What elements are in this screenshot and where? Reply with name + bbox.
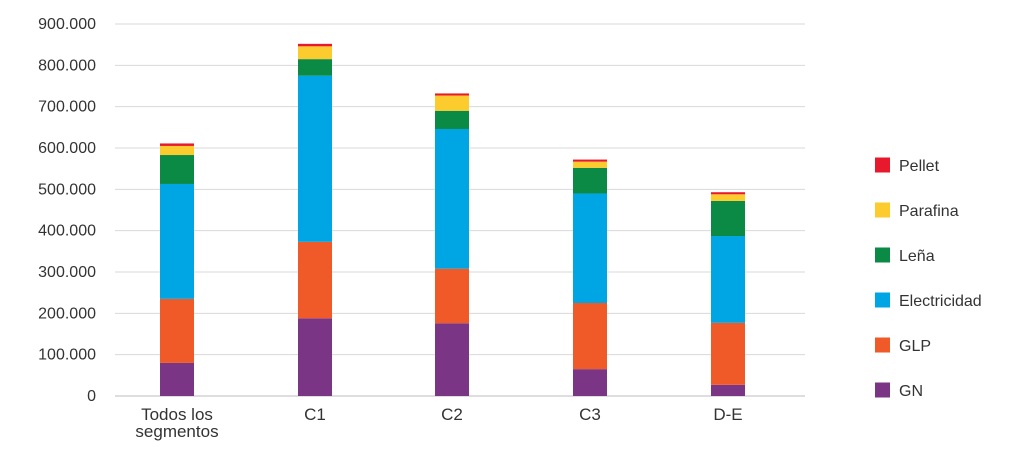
legend-swatch <box>875 382 890 398</box>
y-tick-label: 800.000 <box>38 57 96 74</box>
y-tick-label: 200.000 <box>38 305 96 322</box>
bar-segment-parafina <box>298 46 332 60</box>
x-tick-label: Todos los segmentos <box>135 405 218 441</box>
y-tick-label: 100.000 <box>38 347 96 364</box>
legend-swatch <box>875 202 890 218</box>
bar-segment-glp <box>711 322 745 385</box>
bar-segment-le-a <box>711 200 745 237</box>
bar-segment-glp <box>160 298 194 363</box>
y-tick-label: 0 <box>87 388 96 405</box>
legend-swatch <box>875 247 890 263</box>
y-tick-label: 300.000 <box>38 264 96 281</box>
bar-segment-pellet <box>711 192 745 195</box>
bar-segment-pellet <box>573 159 607 162</box>
bar-segment-gn <box>573 369 607 396</box>
bar-segment-le-a <box>298 59 332 76</box>
legend-swatch <box>875 337 890 353</box>
bar-segment-le-a <box>573 167 607 194</box>
x-tick-label: C2 <box>441 405 463 424</box>
bar-segment-gn <box>298 318 332 396</box>
bar-segment-parafina <box>573 161 607 168</box>
bar-segment-pellet <box>298 43 332 47</box>
x-tick-label-line: Todos los <box>141 405 213 424</box>
bar-segment-glp <box>573 303 607 370</box>
bar-segment-le-a <box>435 110 469 129</box>
y-tick-label: 600.000 <box>38 140 96 157</box>
bar-segment-gn <box>435 323 469 396</box>
bar-segment-pellet <box>160 143 194 146</box>
bar-segment-gn <box>711 384 745 396</box>
bar-segment-electricidad <box>435 128 469 269</box>
bar-segment-parafina <box>711 194 745 201</box>
legend-label: Pellet <box>899 158 940 175</box>
legend-label: Parafina <box>899 203 959 220</box>
legend-swatch <box>875 157 890 173</box>
bar-segment-le-a <box>160 155 194 184</box>
bar-segment-gn <box>160 362 194 396</box>
x-tick-label: C1 <box>304 405 326 424</box>
bar-segment-parafina <box>160 145 194 156</box>
legend-label: GN <box>899 383 923 400</box>
bar-segment-electricidad <box>160 183 194 299</box>
y-tick-label: 900.000 <box>38 16 96 33</box>
legend-label: GLP <box>899 338 931 355</box>
legend-swatch <box>875 292 890 308</box>
y-tick-label: 700.000 <box>38 99 96 116</box>
bar-segment-electricidad <box>573 193 607 303</box>
x-tick-label-line: D-E <box>713 405 742 424</box>
x-tick-label: C3 <box>579 405 601 424</box>
bar-segment-electricidad <box>711 236 745 323</box>
y-tick-label: 400.000 <box>38 223 96 240</box>
legend-label: Electricidad <box>899 293 982 310</box>
x-tick-label-line: C3 <box>579 405 601 424</box>
bar-segment-electricidad <box>298 75 332 242</box>
x-tick-label-line: C1 <box>304 405 326 424</box>
x-tick-label-line: segmentos <box>135 422 218 441</box>
bar-segment-glp <box>435 268 469 324</box>
bar-segment-glp <box>298 241 332 319</box>
x-tick-label-line: C2 <box>441 405 463 424</box>
y-tick-label: 500.000 <box>38 181 96 198</box>
legend-label: Leña <box>899 248 935 265</box>
x-tick-label: D-E <box>713 405 742 424</box>
bar-segment-pellet <box>435 93 469 96</box>
bar-segment-parafina <box>435 95 469 111</box>
